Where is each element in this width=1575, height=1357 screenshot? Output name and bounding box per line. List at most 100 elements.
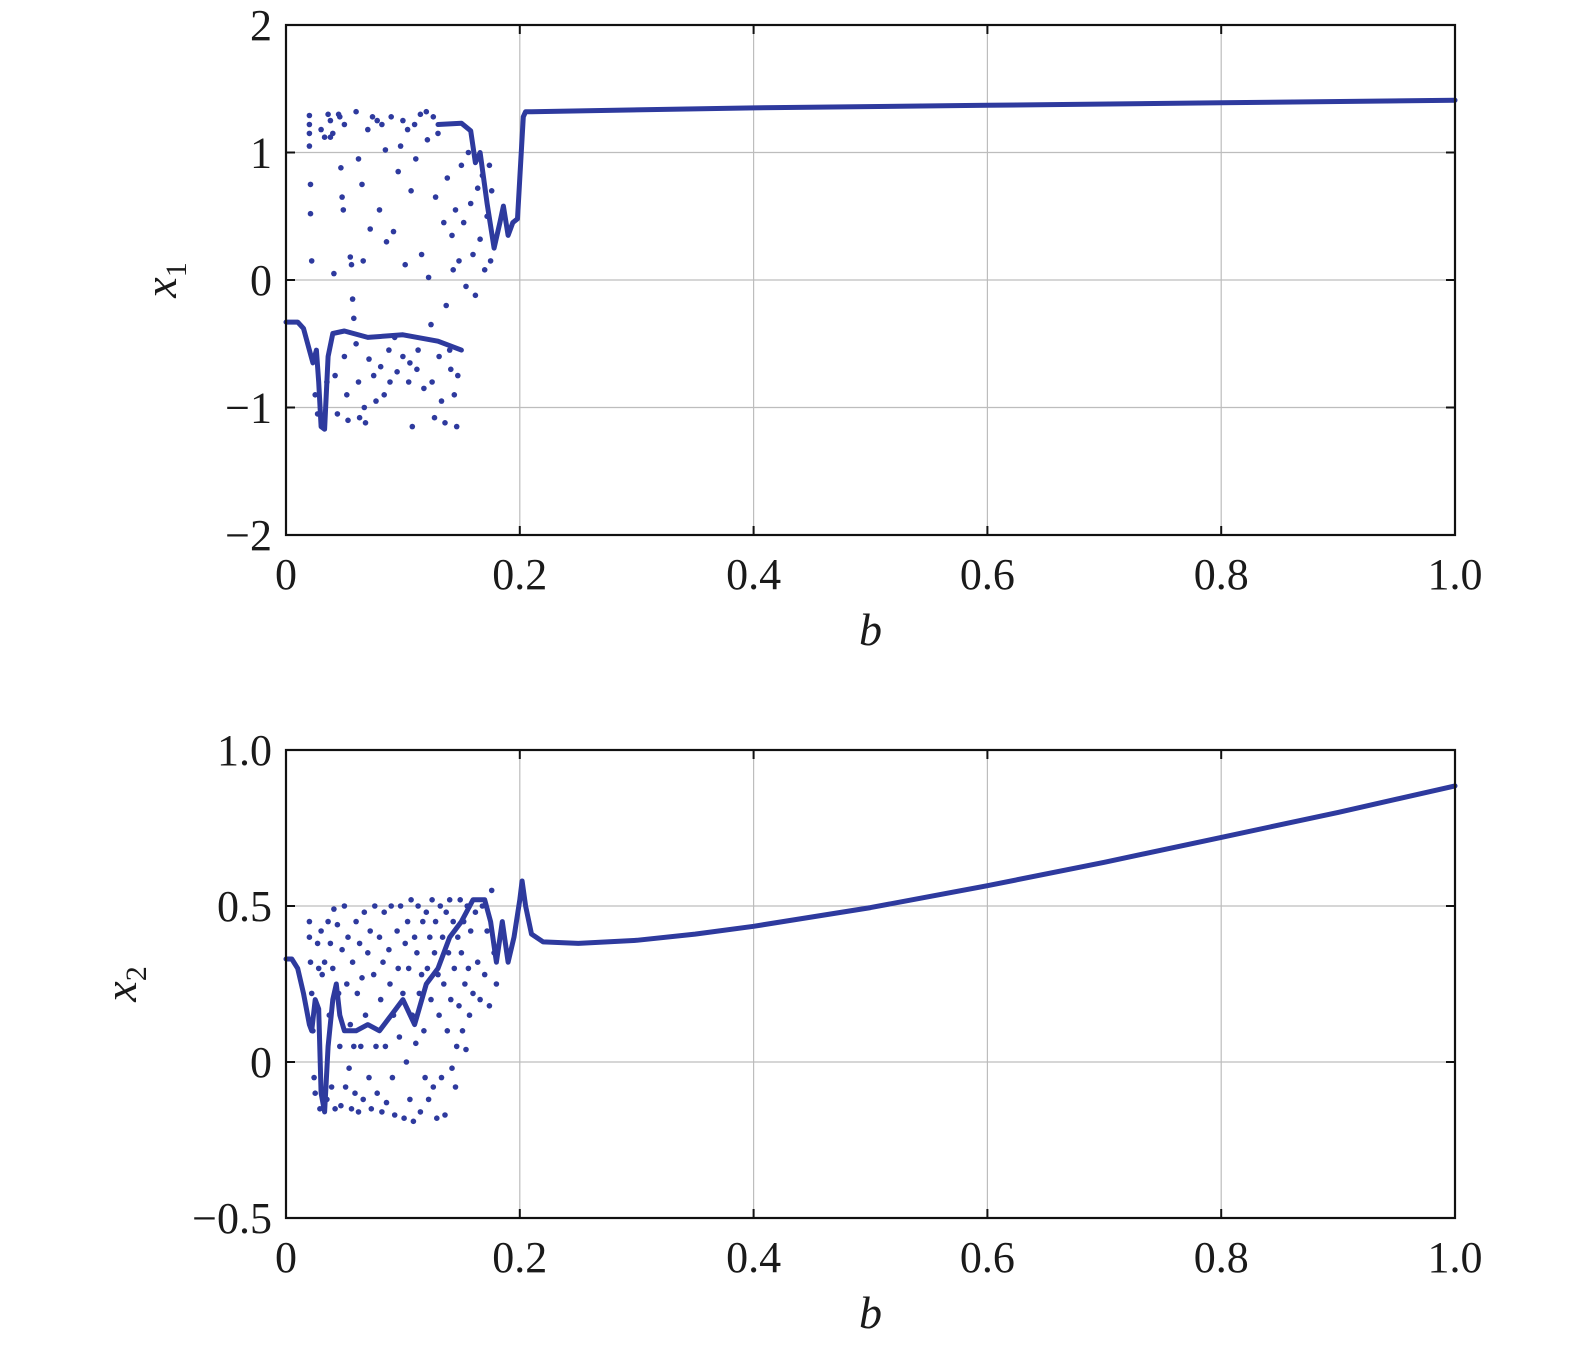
data-point (368, 1106, 375, 1112)
data-point (424, 965, 431, 972)
data-point (391, 1112, 398, 1118)
data-point (467, 928, 474, 934)
data-point (448, 366, 454, 373)
data-point (446, 347, 453, 353)
y-axis-title-subscript: 1 (160, 262, 193, 277)
data-point (413, 1040, 419, 1047)
data-point (370, 372, 377, 379)
x-tick-label: 0 (275, 1233, 297, 1282)
data-point (470, 990, 476, 997)
data-point (340, 207, 347, 213)
data-point (394, 369, 400, 375)
data-point (318, 126, 324, 133)
data-point (437, 903, 444, 909)
data-point (481, 267, 488, 273)
data-point (395, 965, 402, 972)
data-point (463, 283, 469, 290)
data-point (428, 996, 434, 1003)
data-point (474, 959, 481, 965)
data-point (312, 392, 319, 398)
data-point (444, 1028, 451, 1034)
data-point (390, 228, 397, 235)
data-point (404, 126, 411, 133)
data-point (425, 274, 432, 281)
data-point (353, 341, 359, 347)
y-tick-label: 0 (250, 1038, 272, 1087)
data-point (330, 965, 336, 972)
data-point (452, 207, 459, 213)
data-point (356, 414, 363, 421)
data-point (403, 1059, 410, 1065)
data-point (431, 950, 438, 956)
data-point (414, 366, 420, 373)
data-point (374, 1090, 381, 1096)
data-point (341, 903, 348, 909)
data-point (443, 302, 450, 309)
data-point (346, 1065, 352, 1071)
data-point (444, 175, 451, 181)
data-point (359, 975, 365, 981)
data-point (458, 162, 465, 169)
data-point (349, 959, 356, 965)
data-point (404, 918, 411, 925)
data-point (339, 946, 345, 953)
data-point (358, 1043, 364, 1050)
x-tick-label: 0.2 (492, 1233, 547, 1282)
data-point (491, 950, 497, 956)
data-point (407, 1096, 413, 1103)
data-point (409, 1012, 416, 1018)
data-point (369, 114, 376, 120)
data-point (411, 121, 418, 128)
data-point (458, 950, 465, 956)
data-point (362, 1012, 369, 1018)
data-point (456, 1003, 462, 1009)
data-point (407, 360, 413, 366)
data-point (486, 1003, 493, 1009)
data-point (431, 414, 438, 421)
data-point (353, 918, 359, 925)
data-point (380, 959, 386, 965)
data-point (436, 353, 442, 360)
data-point (418, 251, 425, 258)
data-point (339, 194, 345, 200)
x-tick-label: 0.6 (960, 550, 1015, 599)
data-point (465, 965, 472, 972)
data-point (459, 1028, 466, 1034)
data-point (415, 903, 421, 909)
data-point (427, 934, 433, 940)
data-point (387, 981, 393, 987)
x-tick-label: 0.4 (726, 550, 781, 599)
data-point (420, 918, 426, 925)
data-point (366, 356, 372, 362)
data-point (452, 1084, 459, 1090)
data-point (418, 971, 425, 978)
data-point (310, 1028, 316, 1034)
data-point (465, 149, 472, 156)
data-point (464, 903, 471, 909)
data-point (484, 213, 490, 220)
data-point (355, 379, 362, 385)
data-point (355, 1109, 362, 1115)
data-point (383, 1099, 390, 1106)
data-point (341, 353, 348, 360)
data-point (402, 940, 409, 947)
data-point (450, 267, 457, 273)
y-axis-title-subscript: 2 (120, 966, 153, 981)
data-point (429, 897, 435, 903)
data-point (414, 950, 420, 956)
data-point (409, 423, 416, 430)
data-point (390, 1012, 397, 1018)
data-point (453, 423, 460, 430)
data-point (328, 1084, 335, 1090)
data-point (417, 1109, 424, 1115)
data-point (460, 219, 467, 226)
data-point (400, 990, 406, 997)
data-point (317, 1106, 323, 1112)
data-point (315, 965, 322, 972)
data-point (377, 996, 384, 1003)
data-point (344, 981, 350, 987)
data-point (306, 121, 313, 128)
data-point (374, 117, 381, 124)
